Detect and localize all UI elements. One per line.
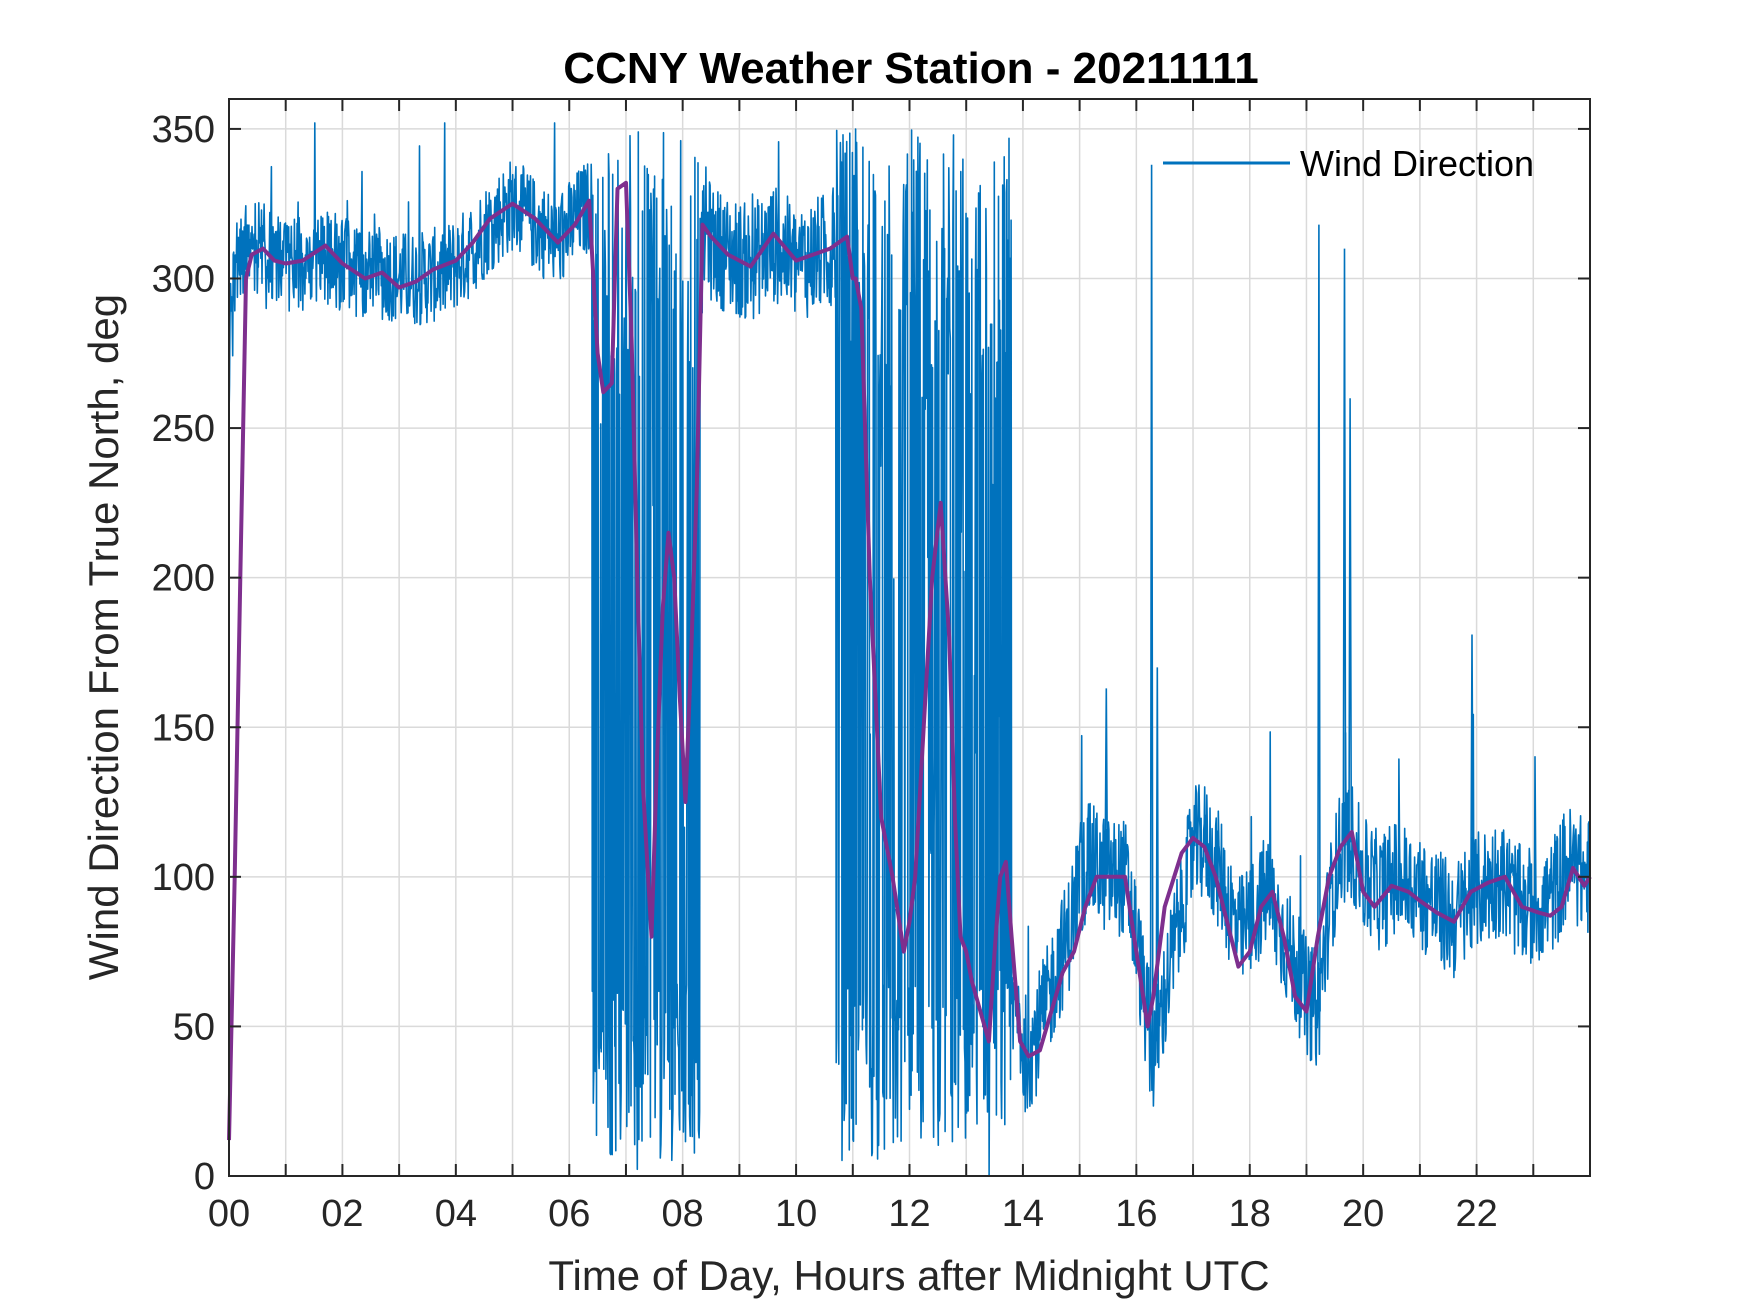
x-tick-label: 02 <box>321 1193 363 1235</box>
x-tick-label: 12 <box>888 1193 930 1235</box>
wind-direction-series <box>228 122 1591 1177</box>
x-axis-label: Time of Day, Hours after Midnight UTC <box>548 1252 1269 1299</box>
wind-direction-spike <box>1342 248 1347 846</box>
legend-label-wind-direction: Wind Direction <box>1300 143 1534 184</box>
y-axis-label: Wind Direction From True North, deg <box>80 294 127 980</box>
legend: Wind Direction <box>1163 143 1534 184</box>
y-tick-label: 350 <box>152 109 215 151</box>
y-tick-labels: 0 50 100 150 200 250 300 350 <box>152 109 215 1198</box>
wind-direction-spike <box>1317 224 1321 1012</box>
y-tick-label: 100 <box>152 857 215 899</box>
x-tick-label: 10 <box>775 1193 817 1235</box>
y-tick-label: 200 <box>152 558 215 600</box>
wind-direction-line <box>228 122 1591 1177</box>
x-tick-label: 22 <box>1455 1193 1497 1235</box>
y-tick-label: 150 <box>152 707 215 749</box>
y-tick-label: 0 <box>194 1156 215 1198</box>
x-tick-label: 04 <box>435 1193 477 1235</box>
x-tick-label: 06 <box>548 1193 590 1235</box>
axis-ticks <box>229 99 1590 1176</box>
wind-direction-spike <box>1470 634 1474 900</box>
x-tick-label: 00 <box>208 1193 250 1235</box>
x-tick-label: 08 <box>662 1193 704 1235</box>
smoothed-line <box>227 180 1592 1141</box>
wind-direction-spike <box>1155 667 1160 1042</box>
x-tick-labels: 00 02 04 06 08 10 12 14 16 18 20 22 <box>208 1193 1498 1235</box>
smoothed-series <box>227 180 1592 1141</box>
x-tick-label: 18 <box>1229 1193 1271 1235</box>
x-tick-label: 14 <box>1002 1193 1044 1235</box>
wind-direction-spike <box>1104 688 1109 875</box>
x-tick-label: 20 <box>1342 1193 1384 1235</box>
y-tick-label: 50 <box>173 1006 215 1048</box>
x-tick-label: 16 <box>1115 1193 1157 1235</box>
y-tick-label: 250 <box>152 408 215 450</box>
chart-title: CCNY Weather Station - 20211111 <box>563 44 1258 93</box>
wind-direction-spike <box>1149 164 1154 1042</box>
y-tick-label: 300 <box>152 259 215 301</box>
wind-direction-spike <box>1348 398 1353 843</box>
